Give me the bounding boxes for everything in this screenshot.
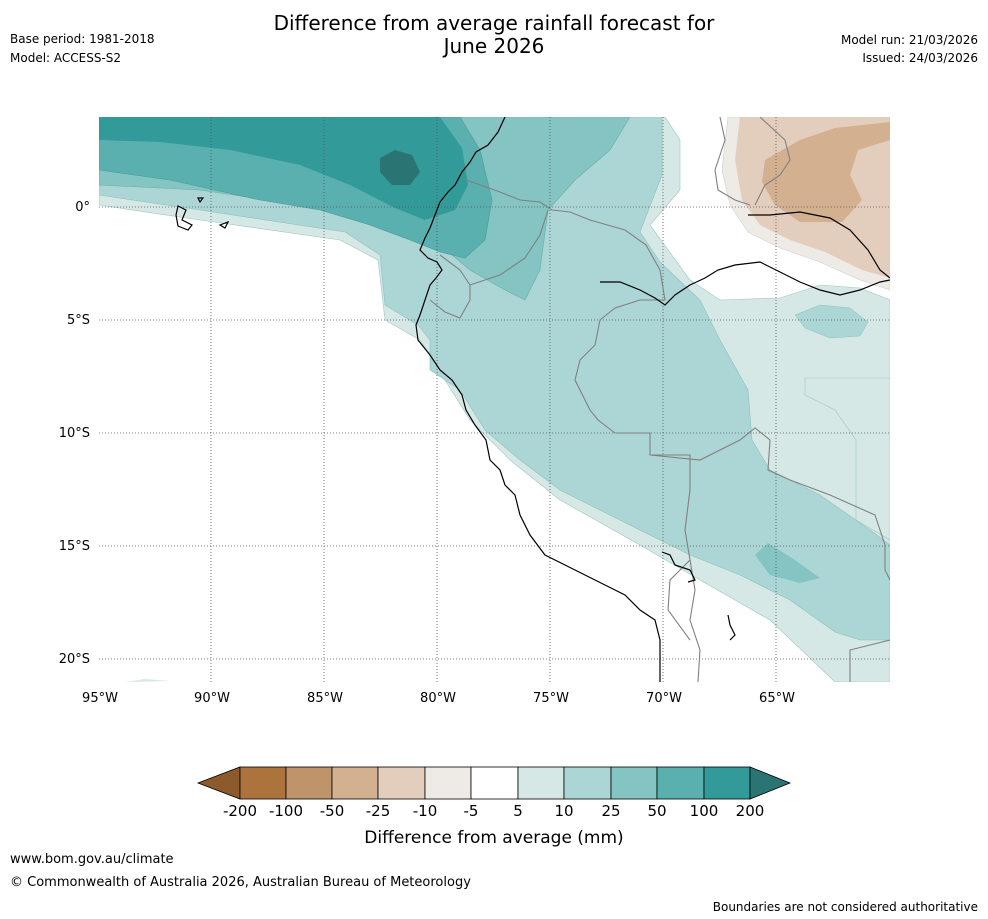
- legend-swatch: [377, 766, 426, 800]
- legend-tick: -5: [464, 802, 479, 820]
- footer-url[interactable]: www.bom.gov.au/climate: [10, 852, 174, 867]
- legend-swatch: [517, 766, 565, 800]
- lat-label: 15°S: [59, 539, 90, 554]
- lon-label: 65°W: [759, 691, 795, 706]
- model-run: Model run: 21/03/2026: [840, 33, 978, 47]
- lat-label: 20°S: [59, 652, 90, 667]
- wet-contour-25-blob: [755, 543, 820, 583]
- lat-label: 0°: [75, 200, 90, 215]
- lon-label: 90°W: [194, 691, 230, 706]
- dry-contour-50: [762, 122, 890, 222]
- legend-tick: -100: [269, 802, 303, 820]
- legend-tick: -10: [413, 802, 438, 820]
- legend-swatch: [331, 766, 379, 800]
- lon-label: 70°W: [646, 691, 682, 706]
- wet-contour-100: [99, 117, 468, 220]
- legend-swatch: [610, 766, 658, 800]
- lon-label: 75°W: [533, 691, 569, 706]
- lon-label: 80°W: [420, 691, 456, 706]
- footer-disclaimer: Boundaries are not considered authoritat…: [712, 900, 978, 914]
- title-line-1: Difference from average rainfall forecas…: [273, 11, 715, 35]
- legend-tick: 50: [647, 802, 666, 820]
- wet-contour-10-blob: [794, 304, 869, 339]
- legend-swatch: [424, 766, 472, 800]
- legend-tick: -200: [223, 802, 257, 820]
- coastline: [175, 117, 890, 682]
- base-period: Base period: 1981-2018: [10, 32, 155, 46]
- legend-arrow-dry: [196, 766, 241, 800]
- legend-arrow-wet: [749, 766, 792, 800]
- legend-tick: 200: [736, 802, 765, 820]
- page-title: Difference from average rainfall forecas…: [0, 12, 988, 58]
- legend-swatch: [470, 766, 519, 800]
- legend-tick: 5: [513, 802, 523, 820]
- graticule: [99, 117, 890, 682]
- title-line-2: June 2026: [443, 34, 545, 58]
- wet-contour-200: [380, 150, 420, 185]
- lat-label: 5°S: [67, 313, 90, 328]
- map-shading: [99, 117, 890, 682]
- footer-copyright: © Commonwealth of Australia 2026, Austra…: [10, 875, 471, 890]
- model-name: Model: ACCESS-S2: [10, 51, 122, 65]
- legend-tick: -50: [320, 802, 345, 820]
- issued-date: Issued: 24/03/2026: [862, 51, 978, 65]
- legend-title: Difference from average (mm): [364, 828, 623, 848]
- rainfall-map: 0° 5°S 10°S 15°S 20°S 95°W 90°W 85°W 80°…: [59, 117, 890, 706]
- legend-tick: -25: [366, 802, 391, 820]
- legend-swatch: [239, 766, 287, 800]
- legend-tick: 25: [601, 802, 620, 820]
- lon-label: 95°W: [82, 691, 118, 706]
- lon-label: 85°W: [307, 691, 343, 706]
- legend-colorbar: -200 -100 -50 -25 -10 -5 5 10 25 50 100 …: [196, 766, 792, 848]
- country-borders: [429, 117, 890, 682]
- lat-label: 10°S: [59, 426, 90, 441]
- legend-swatch: [703, 766, 751, 800]
- wet-patch-bottom-left: [125, 679, 170, 682]
- legend-swatch: [285, 766, 333, 800]
- legend-tick: 100: [690, 802, 719, 820]
- legend-tick: 10: [554, 802, 573, 820]
- legend-swatch: [563, 766, 612, 800]
- legend-swatch: [656, 766, 705, 800]
- wet-contour-10: [99, 117, 890, 641]
